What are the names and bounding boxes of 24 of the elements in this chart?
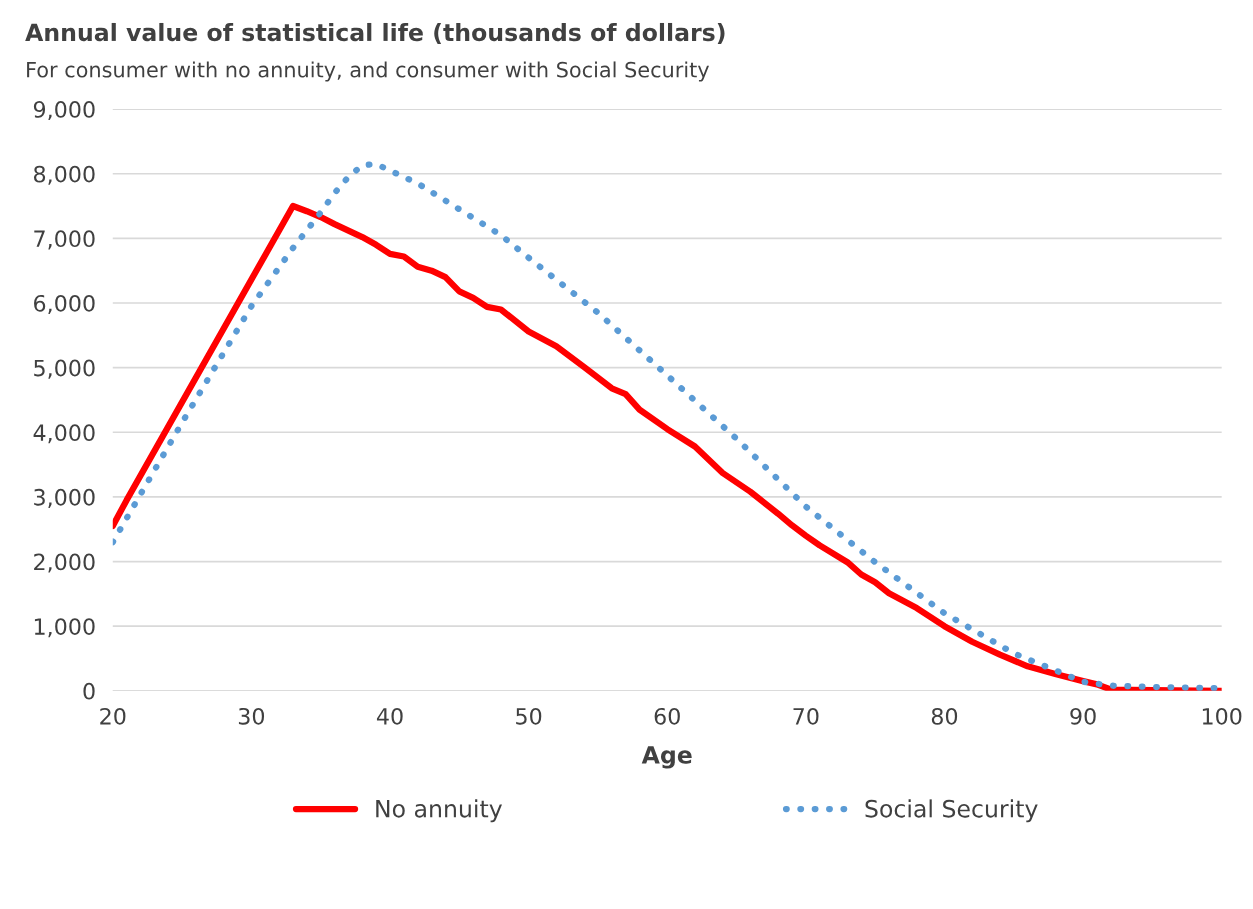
y-tick-label: 7,000 bbox=[34, 230, 95, 250]
x-tick-label: 60 bbox=[654, 707, 680, 725]
y-tick-label: 5,000 bbox=[34, 359, 95, 379]
x-tick-label: 20 bbox=[100, 707, 126, 725]
y-tick-label: 6,000 bbox=[34, 294, 95, 315]
chart-title: Annual value of statistical life (thousands of dollars) bbox=[25, 22, 725, 45]
y-tick-label: 4,000 bbox=[33, 424, 95, 444]
legend-label: No annuity bbox=[376, 799, 502, 823]
legend-label: Social Security bbox=[865, 799, 1038, 823]
x-tick-label: 90 bbox=[1070, 707, 1096, 725]
x-tick-label: 50 bbox=[516, 707, 542, 725]
x-tick-label: 80 bbox=[931, 707, 958, 725]
y-tick-label: 3,000 bbox=[34, 488, 95, 508]
x-tick-label: 30 bbox=[238, 707, 265, 725]
x-tick-label: 40 bbox=[376, 707, 403, 725]
x-axis-title: Age bbox=[641, 746, 692, 769]
y-tick-label: 1,000 bbox=[34, 618, 95, 638]
y-tick-label: 0 bbox=[83, 682, 95, 700]
chart-subtitle: For consumer with no annuity, and consumer with Social Security bbox=[27, 61, 710, 82]
y-tick-label: 8,000 bbox=[33, 165, 95, 185]
y-tick-label: 2,000 bbox=[34, 553, 95, 573]
x-tick-label: 100 bbox=[1202, 707, 1242, 725]
y-tick-label: 9,000 bbox=[33, 101, 95, 121]
x-tick-label: 70 bbox=[793, 707, 819, 725]
